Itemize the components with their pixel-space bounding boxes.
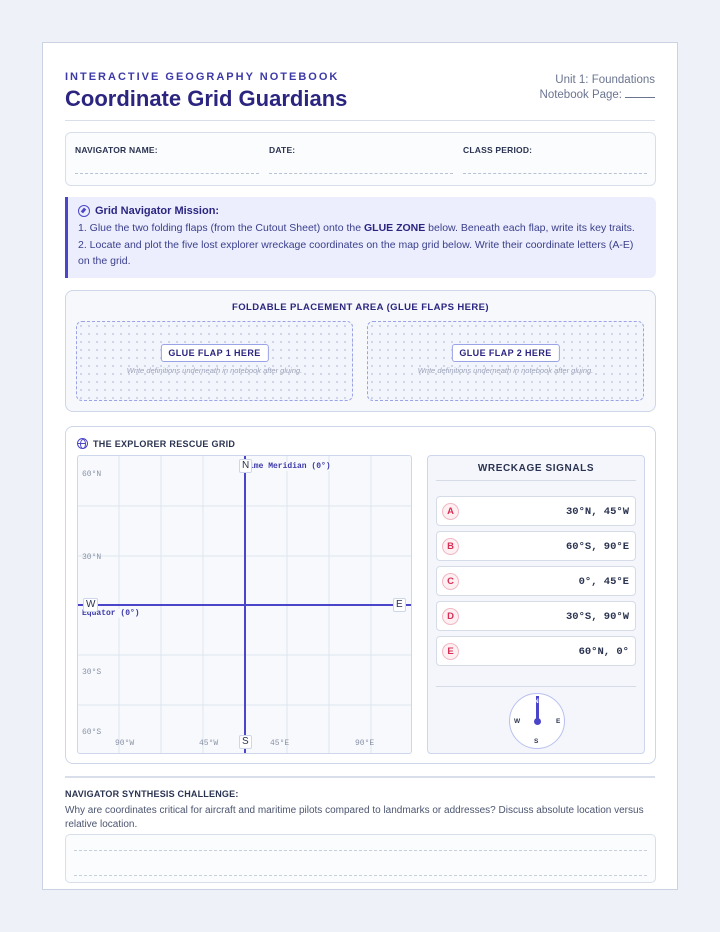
synthesis-question: Why are coordinates critical for aircraf…	[65, 805, 644, 830]
compass-rose-icon: N S W E	[509, 693, 565, 749]
unit-label: Unit 1: Foundations	[555, 74, 655, 86]
answer-line[interactable]	[74, 875, 647, 876]
notebook-page: INTERACTIVE GEOGRAPHY NOTEBOOK Coordinat…	[42, 42, 678, 890]
signal-coordinate: 60°N, 0°	[578, 646, 629, 658]
glue-flap-2-label: GLUE FLAP 2 HERE	[451, 344, 560, 362]
east-marker: E	[393, 598, 406, 612]
lat-label-30n: 30°N	[82, 553, 102, 562]
equator-label: Equator (0°)	[82, 609, 140, 618]
notebook-page-line: Notebook Page:	[540, 88, 655, 103]
mission-callout: Grid Navigator Mission: 1. Glue the two …	[65, 197, 656, 278]
explorer-rescue-grid-card: THE EXPLORER RESCUE GRID 60°N 30°N 30°S …	[65, 426, 656, 764]
compass-n: N	[534, 698, 539, 705]
lon-label-90w: 90°W	[115, 739, 135, 748]
signal-letter: E	[442, 643, 459, 660]
mission-heading: Grid Navigator Mission:	[95, 205, 220, 217]
foldable-heading: FOLDABLE PLACEMENT AREA (GLUE FLAPS HERE…	[232, 302, 489, 313]
compass-s: S	[534, 738, 539, 745]
signal-item: C 0°, 45°E	[436, 566, 636, 596]
glue-flap-1-note: Write definitions underneath in notebook…	[126, 366, 303, 375]
grid-lines	[78, 456, 411, 753]
glue-flap-2-zone[interactable]: GLUE FLAP 2 HERE Write definitions under…	[367, 321, 644, 401]
mission-step-1-text-b: below. Beneath each flap, write its key …	[425, 222, 635, 234]
south-marker: S	[239, 735, 252, 749]
notebook-kicker: INTERACTIVE GEOGRAPHY NOTEBOOK	[65, 71, 340, 83]
signal-item: E 60°N, 0°	[436, 636, 636, 666]
notebook-page-blank[interactable]	[625, 97, 655, 98]
wreckage-signals-panel: WRECKAGE SIGNALS A 30°N, 45°W B 60°S, 90…	[427, 455, 645, 754]
class-period-line[interactable]	[463, 173, 647, 174]
synthesis-answer-box[interactable]	[65, 834, 656, 883]
lat-label-60s: 60°S	[82, 728, 102, 737]
navigator-name-label: NAVIGATOR NAME:	[75, 145, 158, 155]
mission-step-1-text-a: 1. Glue the two folding flaps (from the …	[78, 222, 364, 234]
notebook-page-label: Notebook Page:	[539, 89, 622, 101]
class-period-label: CLASS PERIOD:	[463, 145, 533, 155]
date-label: DATE:	[269, 145, 296, 155]
compass-needle	[536, 696, 539, 720]
signal-letter: A	[442, 503, 459, 520]
compass-center	[534, 718, 541, 725]
grid-heading: THE EXPLORER RESCUE GRID	[93, 438, 236, 449]
signal-letter: C	[442, 573, 459, 590]
compass-e: E	[556, 718, 561, 725]
signal-item: D 30°S, 90°W	[436, 601, 636, 631]
navigator-name-line[interactable]	[75, 173, 259, 174]
synthesis-heading: NAVIGATOR SYNTHESIS CHALLENGE:	[65, 789, 239, 799]
lon-label-90e: 90°E	[355, 739, 375, 748]
glue-flap-1-zone[interactable]: GLUE FLAP 1 HERE Write definitions under…	[76, 321, 353, 401]
west-marker: W	[83, 598, 99, 612]
signal-item: A 30°N, 45°W	[436, 496, 636, 526]
grid-heading-row: THE EXPLORER RESCUE GRID	[77, 438, 235, 449]
date-field[interactable]: DATE:	[269, 145, 453, 174]
signal-coordinate: 60°S, 90°E	[565, 541, 629, 553]
compass-icon	[78, 205, 90, 217]
signal-coordinate: 0°, 45°E	[578, 576, 629, 588]
glue-flap-2-note: Write definitions underneath in notebook…	[417, 366, 594, 375]
page-title: Coordinate Grid Guardians	[65, 86, 348, 111]
foldable-placement-area: FOLDABLE PLACEMENT AREA (GLUE FLAPS HERE…	[65, 290, 656, 412]
compass-w: W	[514, 718, 521, 725]
signal-coordinate: 30°N, 45°W	[565, 506, 629, 518]
navigator-name-field[interactable]: NAVIGATOR NAME:	[75, 145, 259, 174]
lon-label-45w: 45°W	[199, 739, 219, 748]
glue-flap-1-label: GLUE FLAP 1 HERE	[160, 344, 269, 362]
signal-item: B 60°S, 90°E	[436, 531, 636, 561]
page-meta: Unit 1: Foundations Notebook Page:	[540, 73, 655, 103]
signal-letter: D	[442, 608, 459, 625]
mission-step-1: 1. Glue the two folding flaps (from the …	[78, 220, 646, 237]
coordinate-map-grid[interactable]: 60°N 30°N 30°S 60°S 90°W 45°W 45°E 90°E …	[77, 455, 412, 754]
signal-coordinate: 30°S, 90°W	[565, 611, 629, 623]
prime-meridian-label: ime Meridian (0°)	[249, 462, 331, 471]
mission-heading-row: Grid Navigator Mission:	[78, 205, 646, 217]
date-line[interactable]	[269, 173, 453, 174]
signals-divider	[436, 686, 636, 687]
student-info-box: NAVIGATOR NAME: DATE: CLASS PERIOD:	[65, 132, 656, 186]
mission-step-2: 2. Locate and plot the five lost explore…	[78, 238, 634, 268]
class-period-field[interactable]: CLASS PERIOD:	[463, 145, 647, 174]
lat-label-30s: 30°S	[82, 668, 102, 677]
globe-icon	[77, 438, 88, 449]
wreckage-signals-heading: WRECKAGE SIGNALS	[436, 463, 636, 481]
lat-label-60n: 60°N	[82, 470, 102, 479]
header-divider	[65, 120, 655, 121]
lon-label-45e: 45°E	[270, 739, 290, 748]
answer-line[interactable]	[74, 850, 647, 851]
signal-letter: B	[442, 538, 459, 555]
north-marker: N	[239, 459, 253, 473]
synthesis-divider	[65, 776, 655, 778]
glue-zone-emphasis: GLUE ZONE	[364, 222, 426, 234]
